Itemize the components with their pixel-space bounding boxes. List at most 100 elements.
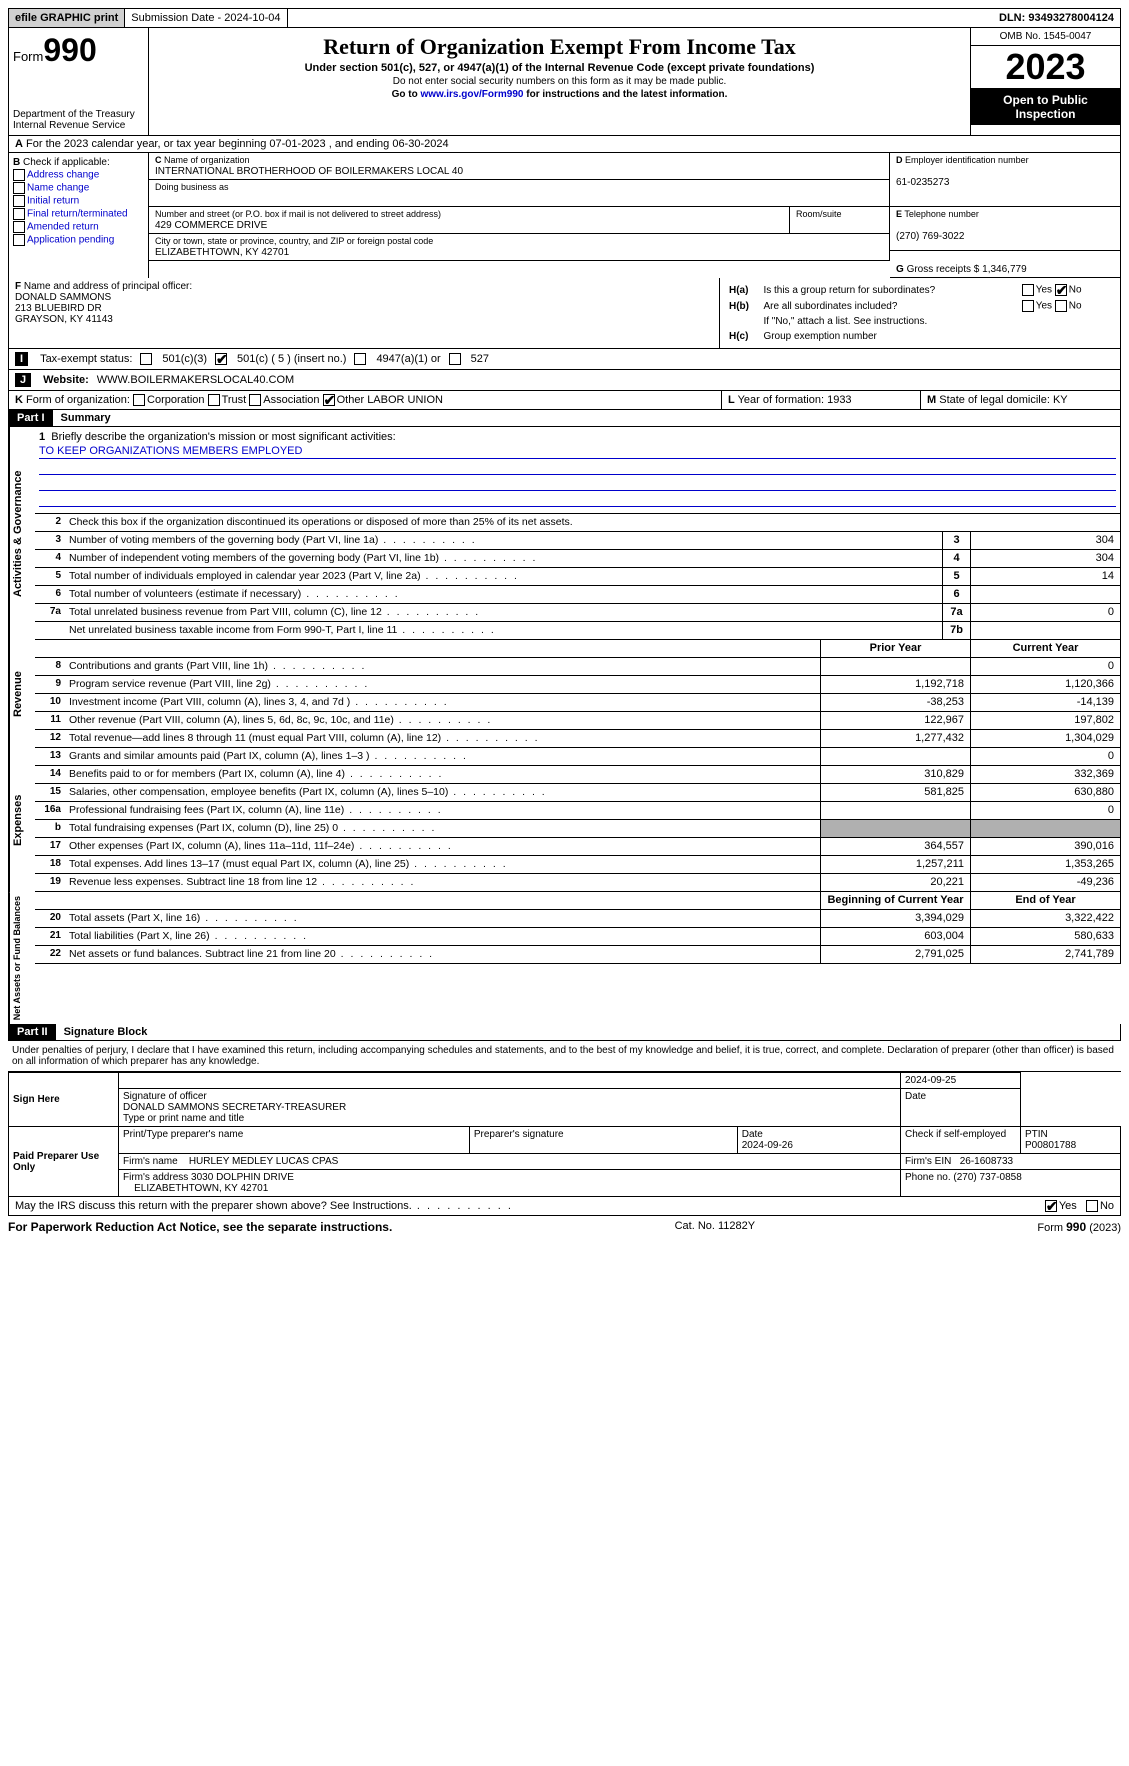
hb-yes[interactable]	[1022, 300, 1034, 312]
top-bar: efile GRAPHIC print Submission Date - 20…	[8, 8, 1121, 28]
section-bcd: B Check if applicable: Address change Na…	[8, 153, 1121, 278]
cb-address-change[interactable]: Address change	[13, 169, 144, 181]
cb-corp[interactable]	[133, 394, 145, 406]
summary-row: 11Other revenue (Part VIII, column (A), …	[35, 712, 1121, 730]
cb-assoc[interactable]	[249, 394, 261, 406]
summary-row: 6Total number of volunteers (estimate if…	[35, 586, 1121, 604]
cb-application-pending[interactable]: Application pending	[13, 234, 144, 246]
box-h: H(a)Is this a group return for subordina…	[720, 278, 1120, 348]
summary-row: 21Total liabilities (Part X, line 26)603…	[35, 928, 1121, 946]
city-state-zip: ELIZABETHTOWN, KY 42701	[155, 247, 289, 258]
open-to-public: Open to Public Inspection	[971, 89, 1120, 125]
summary-row: 9Program service revenue (Part VIII, lin…	[35, 676, 1121, 694]
sign-here-label: Sign Here	[9, 1073, 119, 1127]
part1-header: Part I Summary	[8, 410, 1121, 427]
officer-signature: DONALD SAMMONS SECRETARY-TREASURER	[123, 1102, 346, 1113]
box-c-name: C Name of organization INTERNATIONAL BRO…	[149, 153, 890, 180]
side-expenses: Expenses	[9, 748, 35, 892]
irs-label: Internal Revenue Service	[13, 120, 144, 131]
goto-note: Go to www.irs.gov/Form990 for instructio…	[157, 89, 962, 100]
cb-trust[interactable]	[208, 394, 220, 406]
ssn-note: Do not enter social security numbers on …	[157, 76, 962, 87]
cb-527[interactable]	[449, 353, 461, 365]
page-footer: For Paperwork Reduction Act Notice, see …	[8, 1220, 1121, 1234]
summary-row: 15Salaries, other compensation, employee…	[35, 784, 1121, 802]
mission-text: TO KEEP ORGANIZATIONS MEMBERS EMPLOYED	[39, 445, 1116, 459]
row-j-website: J Website: WWW.BOILERMAKERSLOCAL40.COM	[8, 370, 1121, 391]
cb-amended-return[interactable]: Amended return	[13, 221, 144, 233]
row-i-tax-status: I Tax-exempt status: 501(c)(3) 501(c) ( …	[8, 349, 1121, 370]
cb-final-return[interactable]: Final return/terminated	[13, 208, 144, 220]
row-klm: K Form of organization: Corporation Trus…	[8, 391, 1121, 410]
box-f-officer: F Name and address of principal officer:…	[9, 278, 720, 348]
signature-table: Sign Here 2024-09-25 Signature of office…	[8, 1072, 1121, 1197]
summary-row: 19Revenue less expenses. Subtract line 1…	[35, 874, 1121, 892]
summary-row: 13Grants and similar amounts paid (Part …	[35, 748, 1121, 766]
side-activities: Activities & Governance	[9, 427, 35, 640]
cb-501c[interactable]	[215, 353, 227, 365]
street-address: 429 COMMERCE DRIVE	[155, 220, 267, 231]
cb-initial-return[interactable]: Initial return	[13, 195, 144, 207]
org-name: INTERNATIONAL BROTHERHOOD OF BOILERMAKER…	[155, 166, 463, 177]
rev-header: Prior Year Current Year	[35, 640, 1121, 658]
section-expenses: Expenses 13Grants and similar amounts pa…	[8, 748, 1121, 892]
ha-no[interactable]	[1055, 284, 1067, 296]
form-number: Form990	[13, 32, 144, 69]
irs-link[interactable]: www.irs.gov/Form990	[420, 89, 523, 100]
discuss-no[interactable]	[1086, 1200, 1098, 1212]
summary-row: bTotal fundraising expenses (Part IX, co…	[35, 820, 1121, 838]
hb-no[interactable]	[1055, 300, 1067, 312]
box-city: City or town, state or province, country…	[149, 234, 890, 261]
dln: DLN: 93493278004124	[993, 9, 1120, 27]
summary-row: 8Contributions and grants (Part VIII, li…	[35, 658, 1121, 676]
efile-print-button[interactable]: efile GRAPHIC print	[9, 9, 125, 27]
mission-block: 1 Briefly describe the organization's mi…	[35, 427, 1121, 514]
section-activities: Activities & Governance 1 Briefly descri…	[8, 427, 1121, 640]
form-title: Return of Organization Exempt From Incom…	[157, 34, 962, 60]
form-subtitle: Under section 501(c), 527, or 4947(a)(1)…	[157, 62, 962, 74]
cb-501c3[interactable]	[140, 353, 152, 365]
box-room: Room/suite	[790, 207, 890, 234]
box-street: Number and street (or P.O. box if mail i…	[149, 207, 790, 234]
part2-header: Part II Signature Block	[8, 1024, 1121, 1041]
side-net-assets: Net Assets or Fund Balances	[9, 892, 35, 1024]
cb-other[interactable]	[323, 394, 335, 406]
cb-4947[interactable]	[354, 353, 366, 365]
gross-receipts: 1,346,779	[982, 264, 1027, 275]
summary-row: 4Number of independent voting members of…	[35, 550, 1121, 568]
ha-yes[interactable]	[1022, 284, 1034, 296]
box-dba: Doing business as	[149, 180, 890, 207]
summary-row: 18Total expenses. Add lines 13–17 (must …	[35, 856, 1121, 874]
summary-row: 14Benefits paid to or for members (Part …	[35, 766, 1121, 784]
paid-preparer-label: Paid Preparer Use Only	[9, 1127, 119, 1197]
ein-value: 61-0235273	[896, 177, 949, 188]
section-fh: F Name and address of principal officer:…	[8, 278, 1121, 349]
omb-number: OMB No. 1545-0047	[971, 28, 1120, 46]
firm-name: HURLEY MEDLEY LUCAS CPAS	[189, 1156, 339, 1167]
form-header: Form990 Department of the Treasury Inter…	[8, 28, 1121, 136]
officer-name: DONALD SAMMONS	[15, 292, 111, 303]
box-e-phone: E Telephone number (270) 769-3022	[890, 207, 1120, 251]
row-a-tax-year: A For the 2023 calendar year, or tax yea…	[8, 136, 1121, 153]
section-revenue: Revenue Prior Year Current Year 8Contrib…	[8, 640, 1121, 748]
summary-row: 5Total number of individuals employed in…	[35, 568, 1121, 586]
dept-treasury: Department of the Treasury	[13, 109, 144, 120]
summary-row: 22Net assets or fund balances. Subtract …	[35, 946, 1121, 964]
summary-row: 16aProfessional fundraising fees (Part I…	[35, 802, 1121, 820]
section-net-assets: Net Assets or Fund Balances Beginning of…	[8, 892, 1121, 1024]
submission-date: Submission Date - 2024-10-04	[125, 9, 287, 27]
cb-name-change[interactable]: Name change	[13, 182, 144, 194]
summary-row: 12Total revenue—add lines 8 through 11 (…	[35, 730, 1121, 748]
net-header: Beginning of Current Year End of Year	[35, 892, 1121, 910]
summary-row: 3Number of voting members of the governi…	[35, 532, 1121, 550]
website-value: WWW.BOILERMAKERSLOCAL40.COM	[97, 374, 294, 386]
box-g-receipts: G Gross receipts $ 1,346,779	[890, 251, 1120, 278]
phone-value: (270) 769-3022	[896, 231, 964, 242]
tax-year: 2023	[971, 46, 1120, 89]
discuss-row: May the IRS discuss this return with the…	[8, 1197, 1121, 1216]
side-revenue: Revenue	[9, 640, 35, 748]
perjury-declaration: Under penalties of perjury, I declare th…	[8, 1041, 1121, 1072]
col-b-checkboxes: B Check if applicable: Address change Na…	[9, 153, 149, 278]
discuss-yes[interactable]	[1045, 1200, 1057, 1212]
summary-row: Net unrelated business taxable income fr…	[35, 622, 1121, 640]
